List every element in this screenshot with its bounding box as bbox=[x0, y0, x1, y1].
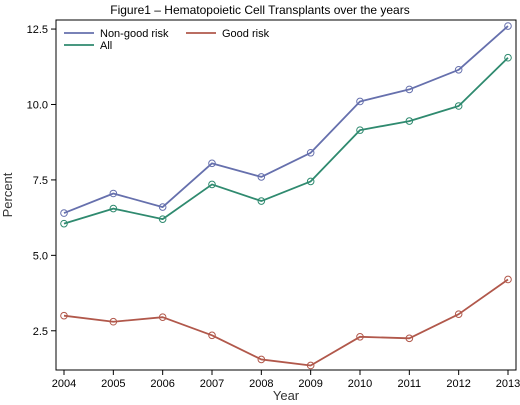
legend-label: Good risk bbox=[222, 28, 270, 40]
x-tick-label: 2008 bbox=[249, 378, 273, 390]
data-point bbox=[60, 311, 68, 320]
data-point bbox=[208, 331, 216, 340]
legend-item: Good risk bbox=[186, 28, 270, 40]
data-point bbox=[504, 275, 512, 284]
data-point bbox=[257, 173, 266, 181]
legend-label: All bbox=[100, 40, 112, 52]
data-point bbox=[109, 317, 118, 326]
data-point bbox=[208, 159, 216, 168]
y-tick-label: 12.5 bbox=[27, 24, 48, 36]
y-tick-label: 2.5 bbox=[33, 326, 48, 338]
data-point bbox=[504, 53, 512, 62]
plot-frame bbox=[55, 19, 517, 371]
x-tick-label: 2005 bbox=[101, 378, 125, 390]
data-point bbox=[158, 203, 167, 211]
data-point bbox=[60, 219, 68, 228]
series-non-good-risk bbox=[60, 22, 512, 217]
data-point bbox=[306, 148, 315, 157]
x-tick-label: 2009 bbox=[298, 378, 322, 390]
data-point bbox=[454, 102, 463, 110]
legend-label: Non-good risk bbox=[100, 28, 169, 40]
data-point bbox=[405, 117, 414, 125]
data-point bbox=[60, 209, 68, 217]
x-tick-label: 2010 bbox=[348, 378, 372, 390]
data-point bbox=[454, 310, 463, 318]
data-point bbox=[158, 215, 167, 223]
series-all bbox=[60, 53, 512, 228]
x-axis: 2004 2005 2006 2007 2008 2009 2010 2011 2012 2013 bbox=[52, 370, 520, 390]
x-tick-label: 2006 bbox=[150, 378, 174, 390]
data-point bbox=[306, 361, 315, 370]
data-point bbox=[257, 197, 266, 205]
data-point bbox=[454, 65, 463, 74]
data-point bbox=[109, 204, 118, 213]
y-axis-label: Percent bbox=[0, 172, 15, 217]
series-line-non-good-risk bbox=[63, 25, 509, 214]
y-tick-label: 5.0 bbox=[33, 250, 48, 262]
data-point bbox=[356, 333, 364, 341]
series-line-good-risk bbox=[63, 278, 509, 367]
series-line-all bbox=[63, 57, 509, 225]
x-tick-label: 2012 bbox=[446, 378, 470, 390]
x-tick-label: 2004 bbox=[52, 378, 76, 390]
data-point bbox=[405, 334, 414, 343]
y-axis: 2.5 5.0 7.5 10.0 12.5 bbox=[27, 24, 56, 338]
data-point bbox=[109, 189, 118, 198]
y-tick-label: 10.0 bbox=[27, 99, 48, 111]
data-point bbox=[208, 180, 216, 189]
x-tick-label: 2007 bbox=[200, 378, 224, 390]
x-tick-label: 2013 bbox=[496, 378, 520, 390]
data-point bbox=[158, 313, 167, 321]
series-good-risk bbox=[60, 275, 512, 370]
data-point bbox=[504, 22, 512, 30]
data-point bbox=[356, 97, 364, 106]
x-axis-label: Year bbox=[273, 388, 300, 403]
y-tick-label: 7.5 bbox=[33, 175, 48, 187]
legend-item: All bbox=[64, 40, 112, 52]
x-tick-label: 2011 bbox=[398, 378, 422, 390]
data-point bbox=[405, 85, 414, 94]
chart-title: Figure1 – Hematopoietic Cell Transplants… bbox=[110, 3, 410, 17]
data-point bbox=[257, 355, 266, 364]
data-point bbox=[356, 126, 364, 134]
series-layer bbox=[60, 22, 512, 370]
data-point bbox=[306, 177, 315, 186]
legend: Non-good risk Good risk All bbox=[64, 28, 270, 52]
legend-item: Non-good risk bbox=[64, 28, 169, 40]
